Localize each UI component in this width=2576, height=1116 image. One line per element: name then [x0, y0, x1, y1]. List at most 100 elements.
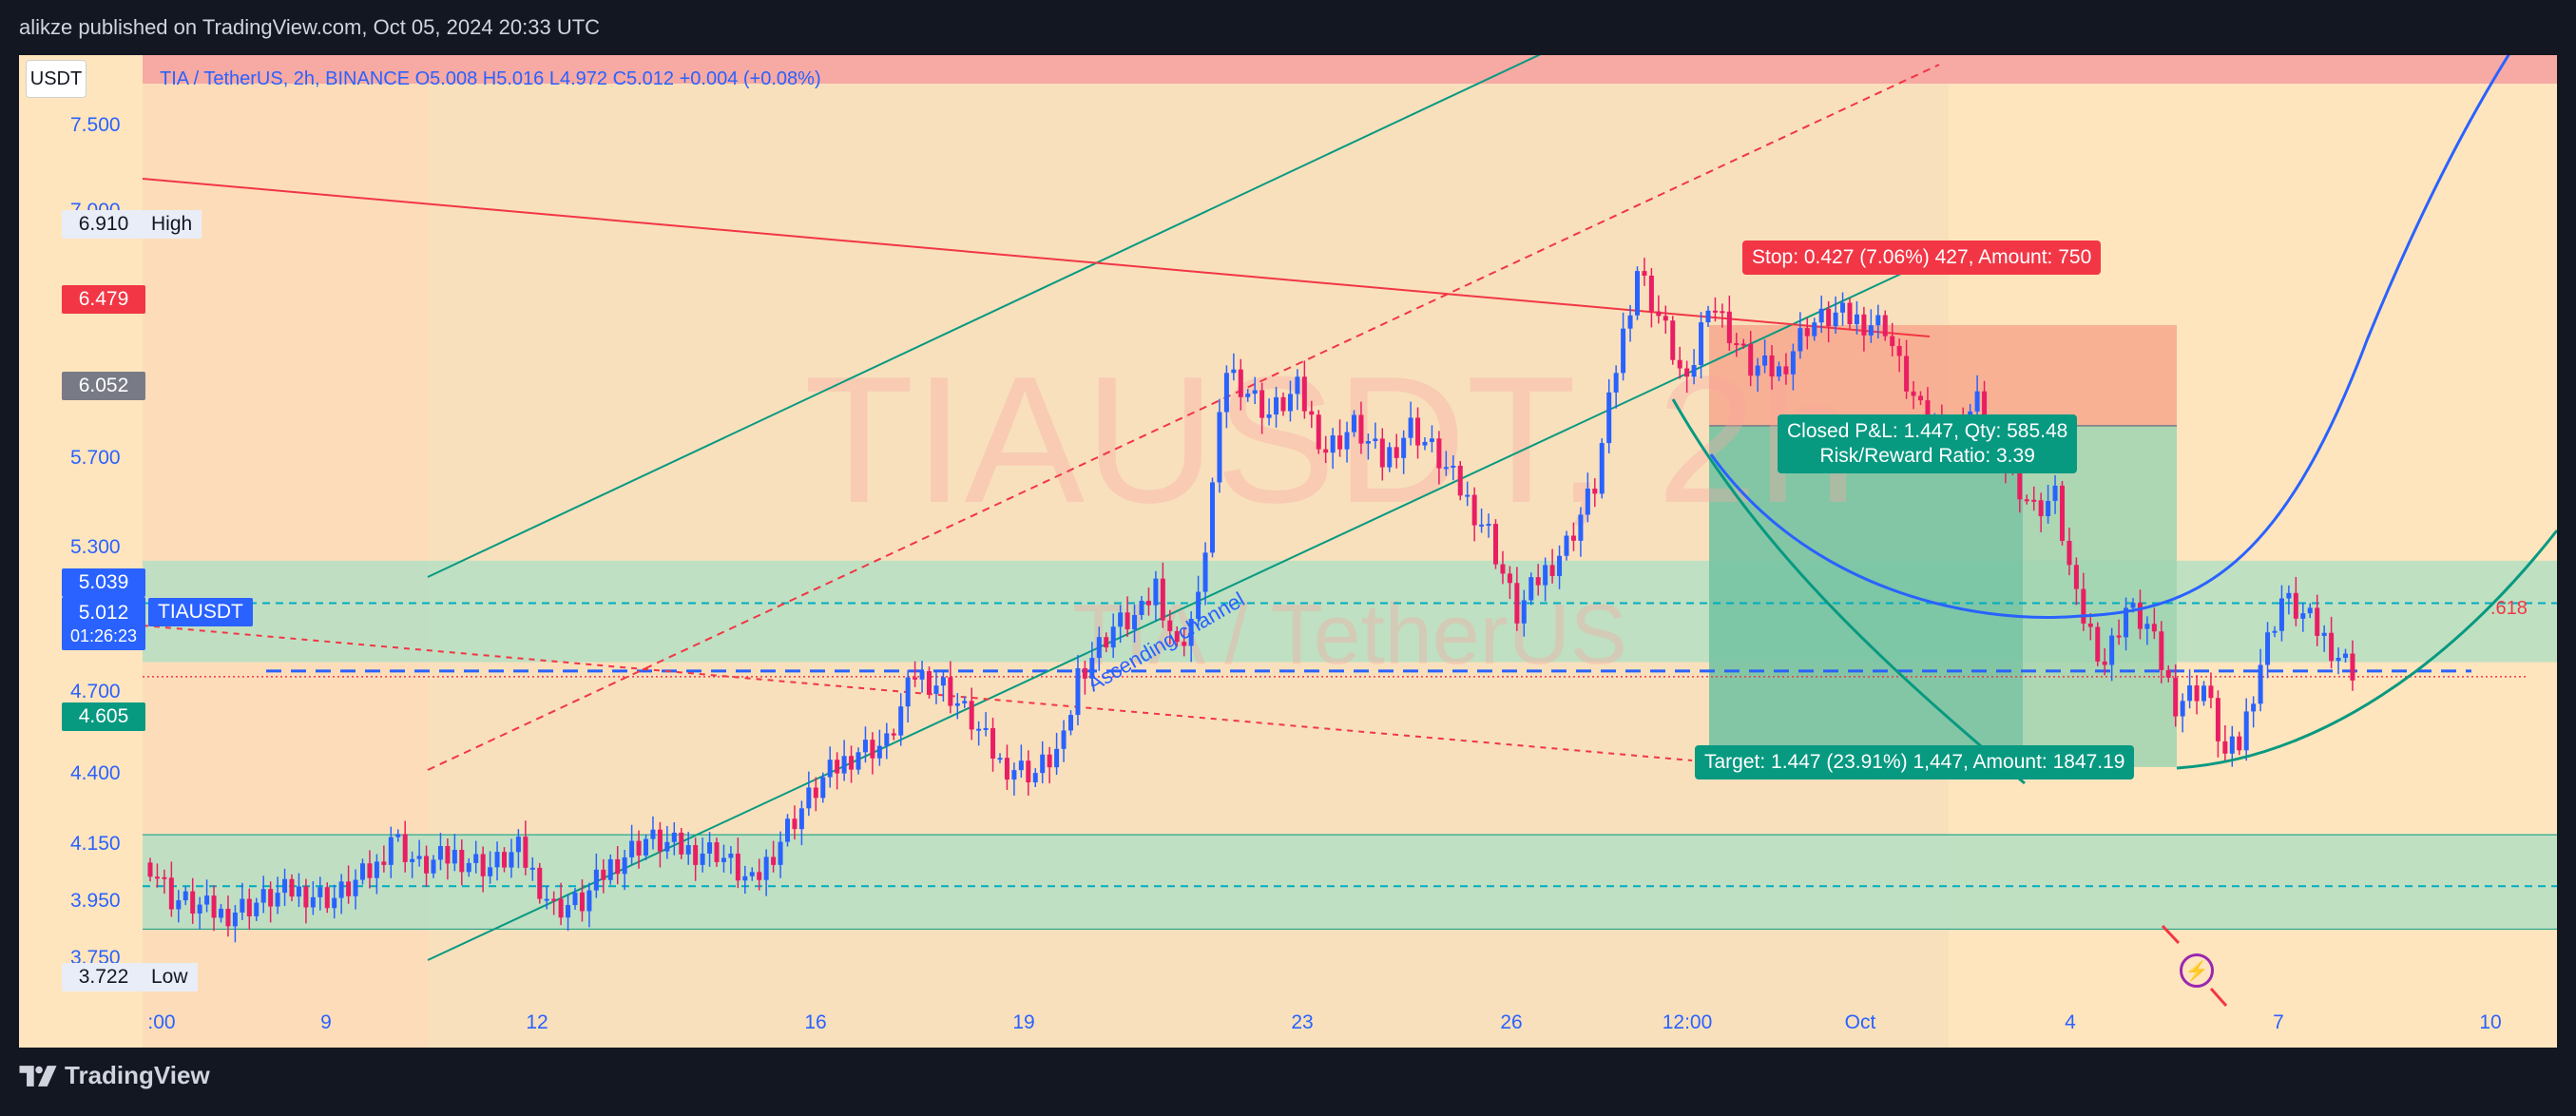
- candle-body: [757, 872, 762, 880]
- candle-body: [147, 862, 153, 877]
- time-axis-label: 16: [804, 1011, 827, 1033]
- candle-body: [1465, 494, 1471, 497]
- candle-body: [289, 878, 295, 897]
- fib-label: .618: [2490, 598, 2528, 619]
- tradingview-logo[interactable]: TradingView: [19, 1061, 210, 1090]
- green-arc-left: [1671, 398, 2026, 785]
- bar-countdown: 01:26:23: [69, 625, 138, 645]
- candle-body: [2350, 653, 2355, 681]
- candle-body: [2307, 607, 2313, 614]
- candle-body: [2336, 658, 2341, 662]
- candle-body: [1528, 577, 1534, 601]
- candle-body: [303, 886, 309, 908]
- candle-body: [1705, 310, 1711, 323]
- candle-body: [1358, 414, 1364, 444]
- projection-mark: [2161, 924, 2181, 945]
- candle-body: [1145, 600, 1151, 606]
- candle-body: [954, 702, 960, 706]
- candle-body: [1274, 396, 1279, 414]
- candle-body: [1451, 465, 1456, 468]
- candle-body: [1153, 578, 1159, 606]
- candle-body: [1755, 365, 1760, 376]
- candle-body: [1408, 417, 1413, 438]
- candle-body: [551, 898, 557, 901]
- candle-body: [1238, 369, 1243, 397]
- candle-body: [2137, 603, 2143, 629]
- candle-body: [1174, 630, 1180, 643]
- candle-body: [1833, 312, 1838, 327]
- currency-button[interactable]: USDT: [26, 60, 87, 98]
- candle-body: [1415, 417, 1421, 446]
- candle-body: [1210, 482, 1215, 553]
- candle-body: [1365, 441, 1371, 444]
- candle-body: [1904, 356, 1910, 392]
- candle-body: [763, 856, 769, 880]
- symbol-legend[interactable]: TIA / TetherUS, 2h, BINANCE O5.008 H5.01…: [160, 68, 821, 89]
- stop-label[interactable]: Stop: 0.427 (7.06%) 427, Amount: 750: [1742, 241, 2102, 275]
- price-axis-label: 7.500: [70, 114, 121, 136]
- candle-body: [509, 852, 514, 868]
- level-price-tag: 5.039: [62, 568, 145, 597]
- time-axis-label: 26: [1500, 1011, 1523, 1033]
- candle-body: [268, 889, 274, 907]
- candle-body: [502, 852, 507, 868]
- candle-body: [1096, 637, 1102, 659]
- candle-body: [1663, 316, 1668, 321]
- candle-body: [1026, 760, 1031, 783]
- candle-body: [1762, 355, 1768, 366]
- chart-frame[interactable]: TIAUSDT, 2h TIA / TetherUS Ascending chann…: [19, 55, 2557, 1048]
- candle-body: [1543, 565, 1548, 586]
- candle-body: [2343, 653, 2348, 659]
- candle-body: [1160, 578, 1165, 621]
- candle-body: [246, 898, 252, 916]
- candle-body: [1223, 373, 1229, 413]
- pnl-label[interactable]: Closed P&L: 1.447, Qty: 585.48 Risk/Rewa…: [1778, 414, 2078, 473]
- candle-body: [2060, 485, 2065, 541]
- candle-body: [1266, 414, 1272, 418]
- candle-body: [1840, 302, 1846, 313]
- candle-body: [1861, 314, 1867, 336]
- candle-body: [1125, 612, 1130, 630]
- candle-body: [962, 701, 968, 703]
- candle-body: [1047, 754, 1052, 768]
- candle-body: [2222, 741, 2228, 754]
- candle-body: [1918, 395, 1923, 401]
- candle-body: [1352, 414, 1356, 433]
- target-label[interactable]: Target: 1.447 (23.91%) 1,447, Amount: 18…: [1695, 745, 2135, 779]
- candle-body: [1422, 441, 1428, 446]
- candle-body: [1740, 343, 1746, 346]
- candle-body: [622, 856, 627, 875]
- candle-body: [1259, 390, 1265, 418]
- candle-body: [650, 829, 656, 839]
- candle-body: [1974, 391, 1980, 412]
- candle-body: [317, 887, 323, 897]
- time-axis-label: 12:00: [1662, 1011, 1713, 1033]
- footer: TradingView: [0, 1048, 2576, 1116]
- candle-body: [1599, 443, 1605, 494]
- current-price-value: 5.012: [78, 601, 129, 624]
- candle-body: [367, 863, 373, 878]
- candle-body: [1514, 583, 1520, 624]
- candle-body: [558, 898, 564, 918]
- candle-body: [488, 867, 493, 876]
- candle-body: [1790, 351, 1796, 375]
- candle-body: [1323, 449, 1329, 453]
- publish-header: alikze published on TradingView.com, Oct…: [0, 0, 2576, 55]
- candle-body: [452, 850, 457, 864]
- candle-body: [240, 898, 245, 914]
- candle-body: [410, 858, 415, 862]
- candle-body: [905, 677, 911, 707]
- candle-body: [2215, 698, 2220, 741]
- candle-body: [1436, 438, 1442, 469]
- price-axis-label: 4.150: [70, 833, 121, 855]
- candle-body: [544, 898, 549, 901]
- candle-body: [1769, 355, 1775, 377]
- candle-body: [1054, 748, 1060, 768]
- candle-body: [728, 853, 734, 858]
- candle-body: [162, 876, 167, 879]
- flash-icon[interactable]: ⚡: [2180, 953, 2214, 988]
- zone-border: [143, 928, 2557, 930]
- candle-body: [2116, 635, 2122, 638]
- candle-body: [338, 881, 344, 898]
